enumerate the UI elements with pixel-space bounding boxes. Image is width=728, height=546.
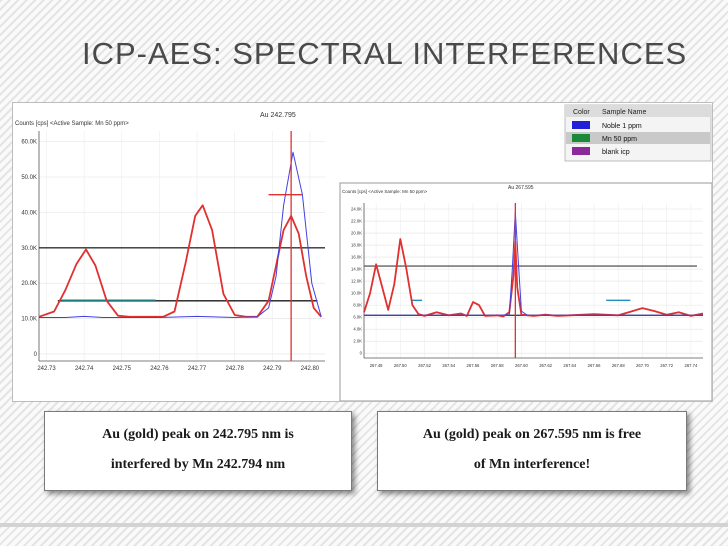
legend-label: Noble 1 ppm bbox=[602, 123, 642, 130]
spectra-svg: Counts [cps] <Active Sample: Mn 50 ppm> … bbox=[15, 104, 712, 401]
x-tick-label: 242.73 bbox=[37, 366, 56, 372]
x-tick-label: 267.70 bbox=[636, 363, 649, 368]
x-tick-label: 267.52 bbox=[418, 363, 431, 368]
y-tick-label: 10.0K bbox=[351, 291, 362, 296]
slide-title: ICP-AES: SPECTRAL INTERFERENCES bbox=[82, 36, 688, 71]
legend-row-highlight bbox=[566, 132, 710, 144]
legend-swatch bbox=[572, 134, 590, 142]
legend-swatch bbox=[572, 121, 590, 129]
x-tick-label: 242.75 bbox=[113, 366, 132, 372]
x-tick-label: 267.64 bbox=[563, 363, 576, 368]
caption-left: Au (gold) peak on 242.795 nm is interfer… bbox=[44, 411, 352, 491]
chart1-title: Au 242.795 bbox=[260, 112, 296, 119]
x-tick-label: 267.50 bbox=[394, 363, 407, 368]
x-tick-label: 267.56 bbox=[467, 363, 480, 368]
legend-panel: Color Sample Name Noble 1 ppm Mn 50 ppm bl… bbox=[564, 104, 712, 162]
y-tick-label: 22.0K bbox=[351, 218, 362, 223]
series-line bbox=[38, 204, 322, 318]
chart2-ylabel: Counts [cps] <Active Sample: Mn 50 ppm> bbox=[342, 189, 428, 194]
x-tick-label: 267.62 bbox=[539, 363, 552, 368]
spectra-figure: Counts [cps] <Active Sample: Mn 50 ppm> … bbox=[12, 102, 713, 402]
y-tick-label: 30.0K bbox=[21, 246, 37, 252]
y-tick-label: 24.0K bbox=[351, 206, 362, 211]
legend-header-color: Color bbox=[573, 109, 590, 116]
y-tick-label: 0 bbox=[360, 351, 363, 356]
y-tick-label: 18.0K bbox=[351, 242, 362, 247]
y-tick-label: 50.0K bbox=[21, 175, 37, 181]
x-tick-label: 267.74 bbox=[684, 363, 697, 368]
x-tick-label: 242.78 bbox=[226, 366, 245, 372]
chart2-panel bbox=[339, 182, 712, 401]
chart2-title: Au 267.595 bbox=[508, 185, 534, 191]
x-tick-label: 267.58 bbox=[491, 363, 504, 368]
y-tick-label: 60.0K bbox=[21, 140, 37, 146]
y-tick-label: 8.0K bbox=[353, 303, 362, 308]
x-tick-label: 267.48 bbox=[370, 363, 383, 368]
caption-right-line1: Au (gold) peak on 267.595 nm is free bbox=[422, 427, 642, 442]
y-tick-label: 2.0K bbox=[353, 339, 362, 344]
y-tick-label: 0 bbox=[34, 352, 38, 358]
legend-label: blank icp bbox=[602, 149, 630, 156]
x-tick-label: 242.79 bbox=[263, 366, 282, 372]
x-tick-label: 242.74 bbox=[75, 366, 94, 372]
chart1-ylabel: Counts [cps] <Active Sample: Mn 50 ppm> bbox=[15, 121, 129, 127]
y-tick-label: 20.0K bbox=[21, 281, 37, 287]
caption-right-line2: of Mn interference! bbox=[473, 457, 591, 472]
legend-label: Mn 50 ppm bbox=[602, 136, 637, 143]
caption-left-line1: Au (gold) peak on 242.795 nm is bbox=[102, 427, 294, 442]
series-line bbox=[363, 238, 704, 318]
x-tick-label: 242.77 bbox=[188, 366, 207, 372]
footer-bar bbox=[0, 523, 728, 527]
x-tick-label: 242.76 bbox=[150, 366, 169, 372]
legend-swatch bbox=[572, 147, 590, 155]
chart-au-267: Counts [cps] <Active Sample: Mn 50 ppm> … bbox=[339, 182, 712, 401]
y-tick-label: 40.0K bbox=[21, 210, 37, 216]
legend-header-name: Sample Name bbox=[602, 109, 646, 116]
chart-au-242: Counts [cps] <Active Sample: Mn 50 ppm> … bbox=[15, 112, 325, 372]
y-tick-label: 6.0K bbox=[353, 315, 362, 320]
x-tick-label: 242.80 bbox=[301, 366, 320, 372]
caption-right: Au (gold) peak on 267.595 nm is free of … bbox=[377, 411, 687, 491]
x-tick-label: 267.60 bbox=[515, 363, 528, 368]
y-tick-label: 4.0K bbox=[353, 327, 362, 332]
y-tick-label: 20.0K bbox=[351, 230, 362, 235]
x-tick-label: 267.66 bbox=[588, 363, 601, 368]
x-tick-label: 267.68 bbox=[612, 363, 625, 368]
series-line bbox=[39, 151, 322, 318]
y-tick-label: 12.0K bbox=[351, 279, 362, 284]
y-tick-label: 16.0K bbox=[351, 254, 362, 259]
y-tick-label: 14.0K bbox=[351, 266, 362, 271]
x-tick-label: 267.54 bbox=[442, 363, 455, 368]
x-tick-label: 267.72 bbox=[660, 363, 673, 368]
y-tick-label: 10.0K bbox=[21, 317, 37, 323]
caption-left-line2: interfered by Mn 242.794 nm bbox=[110, 457, 286, 472]
